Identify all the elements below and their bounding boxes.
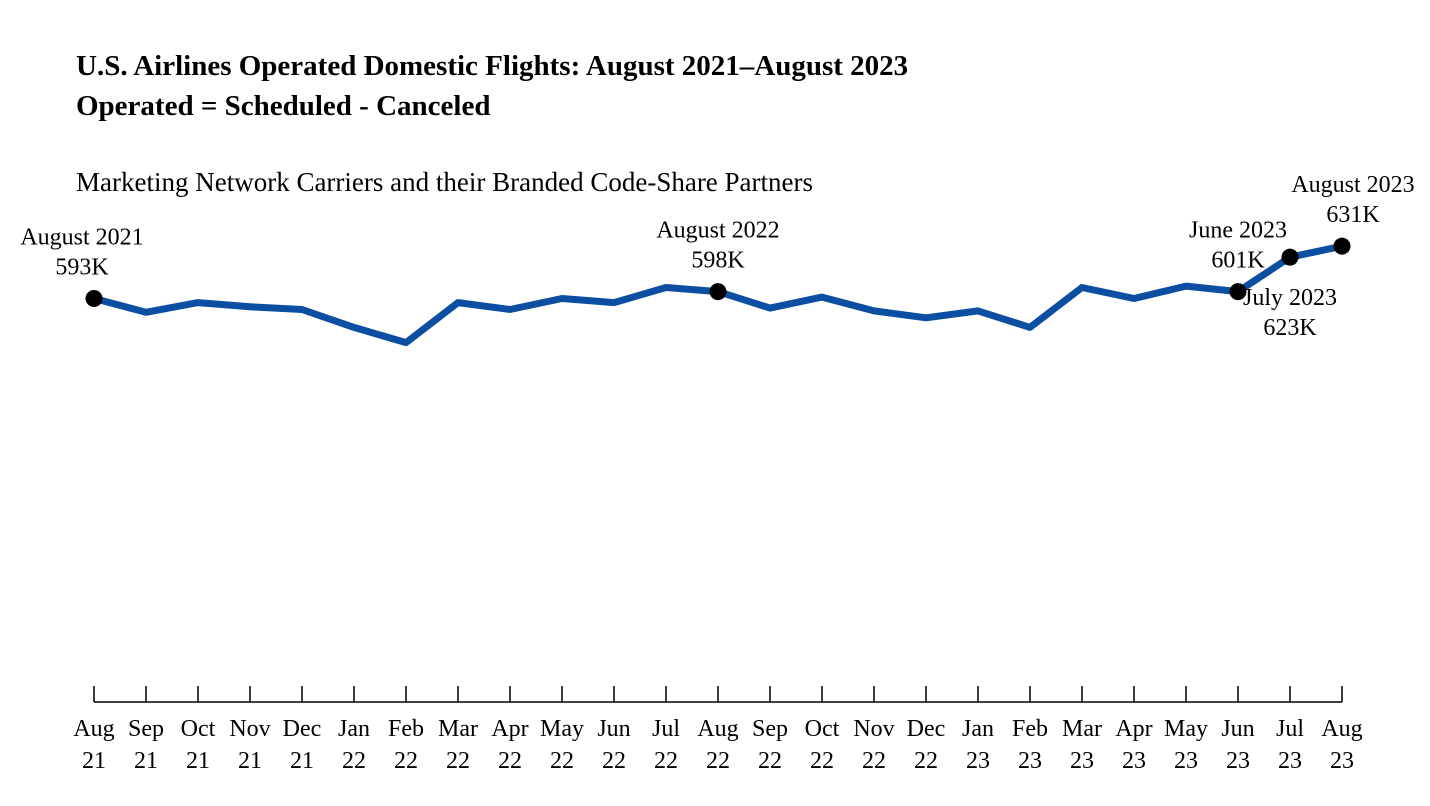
x-tick-label-month: Dec: [907, 716, 946, 742]
annotation-value: 593K: [55, 254, 109, 280]
annotation-label: July 2023 623K: [1243, 285, 1337, 341]
x-tick-label-year: 23: [1018, 748, 1042, 774]
data-annotations: August 2021 593K August 2022 598K June 2023 6…: [20, 172, 1414, 341]
x-tick-label-month: Jun: [1221, 716, 1254, 742]
x-axis: Aug 21 Sep 21 Oct 21 Nov 21 Dec 21 Jan 22 Feb 22 Mar 22…: [73, 686, 1363, 774]
chart-title: U.S. Airlines Operated Domestic Flights:…: [76, 46, 908, 126]
x-tick-label-year: 21: [186, 748, 210, 774]
x-tick-label-year: 22: [394, 748, 418, 774]
annotation-label: August 2023 631K: [1291, 172, 1414, 228]
x-tick-label-year: 23: [1226, 748, 1250, 774]
data-point-marker: [85, 289, 103, 307]
x-tick-label-year: 22: [602, 748, 626, 774]
x-tick-label-month: Apr: [491, 716, 528, 742]
data-point-marker: [1229, 283, 1247, 301]
x-tick-label-year: 22: [862, 748, 886, 774]
chart-subtitle: Marketing Network Carriers and their Bra…: [76, 167, 814, 197]
x-tick-label-month: Sep: [128, 716, 164, 742]
x-tick-label-month: Sep: [752, 716, 788, 742]
x-tick-label-year: 21: [290, 748, 314, 774]
x-tick-label-month: Jun: [597, 716, 630, 742]
x-tick-label-month: Oct: [181, 716, 216, 742]
x-tick-label-year: 23: [1330, 748, 1354, 774]
x-tick-label-month: Jul: [652, 716, 680, 742]
x-tick-label-month: Jul: [1276, 716, 1304, 742]
x-tick-label-year: 23: [1174, 748, 1198, 774]
x-tick-label-month: Jan: [338, 716, 370, 742]
x-tick-label-year: 23: [1122, 748, 1146, 774]
annotation-value: 598K: [691, 248, 745, 274]
x-tick-label-month: Mar: [1062, 716, 1102, 742]
x-tick-label-month: Apr: [1115, 716, 1152, 742]
x-tick-label-year: 22: [342, 748, 366, 774]
data-point-marker: [1281, 248, 1299, 266]
annotation-label: August 2022 598K: [656, 218, 779, 274]
x-tick-label-month: Feb: [1012, 716, 1048, 742]
x-tick-label-year: 23: [966, 748, 990, 774]
x-tick-label-year: 21: [82, 748, 106, 774]
annotation-value: 601K: [1211, 248, 1265, 274]
x-tick-label-year: 23: [1278, 748, 1302, 774]
x-tick-label-year: 21: [134, 748, 158, 774]
x-tick-label-month: Aug: [1321, 716, 1362, 742]
annotation-date: August 2022: [656, 218, 779, 244]
data-point-marker: [709, 283, 727, 301]
x-tick-label-month: Oct: [805, 716, 840, 742]
x-tick-label-year: 22: [758, 748, 782, 774]
x-tick-label-year: 22: [810, 748, 834, 774]
x-tick-label-month: Nov: [853, 716, 894, 742]
annotation-date: June 2023: [1189, 218, 1287, 244]
x-tick-label-year: 22: [550, 748, 574, 774]
annotation-value: 631K: [1326, 202, 1380, 228]
x-tick-label-month: Aug: [73, 716, 114, 742]
annotation-date: August 2023: [1291, 172, 1414, 198]
x-tick-label-year: 22: [446, 748, 470, 774]
chart-title-line-2: Operated = Scheduled - Canceled: [76, 90, 491, 122]
x-tick-label-month: Aug: [697, 716, 738, 742]
annotation-date: August 2021: [20, 224, 143, 250]
x-tick-label-year: 22: [498, 748, 522, 774]
x-tick-label-year: 22: [706, 748, 730, 774]
x-tick-label-month: Dec: [283, 716, 322, 742]
x-tick-label-year: 23: [1070, 748, 1094, 774]
x-tick-label-month: May: [1164, 716, 1208, 742]
x-tick-label-year: 22: [654, 748, 678, 774]
annotation-label: August 2021 593K: [20, 224, 143, 280]
x-tick-label-year: 22: [914, 748, 938, 774]
annotation-label: June 2023 601K: [1189, 218, 1287, 274]
annotation-value: 623K: [1263, 315, 1317, 341]
chart-title-line-1: U.S. Airlines Operated Domestic Flights:…: [76, 50, 909, 82]
x-tick-label-month: Mar: [438, 716, 478, 742]
x-tick-label-month: Feb: [388, 716, 424, 742]
x-tick-label-month: Jan: [962, 716, 994, 742]
x-tick-label-year: 21: [238, 748, 262, 774]
x-tick-label-month: Nov: [229, 716, 270, 742]
highlight-markers: [85, 237, 1351, 307]
data-point-marker: [1333, 237, 1351, 255]
annotation-date: July 2023: [1243, 285, 1337, 311]
x-tick-label-month: May: [540, 716, 584, 742]
